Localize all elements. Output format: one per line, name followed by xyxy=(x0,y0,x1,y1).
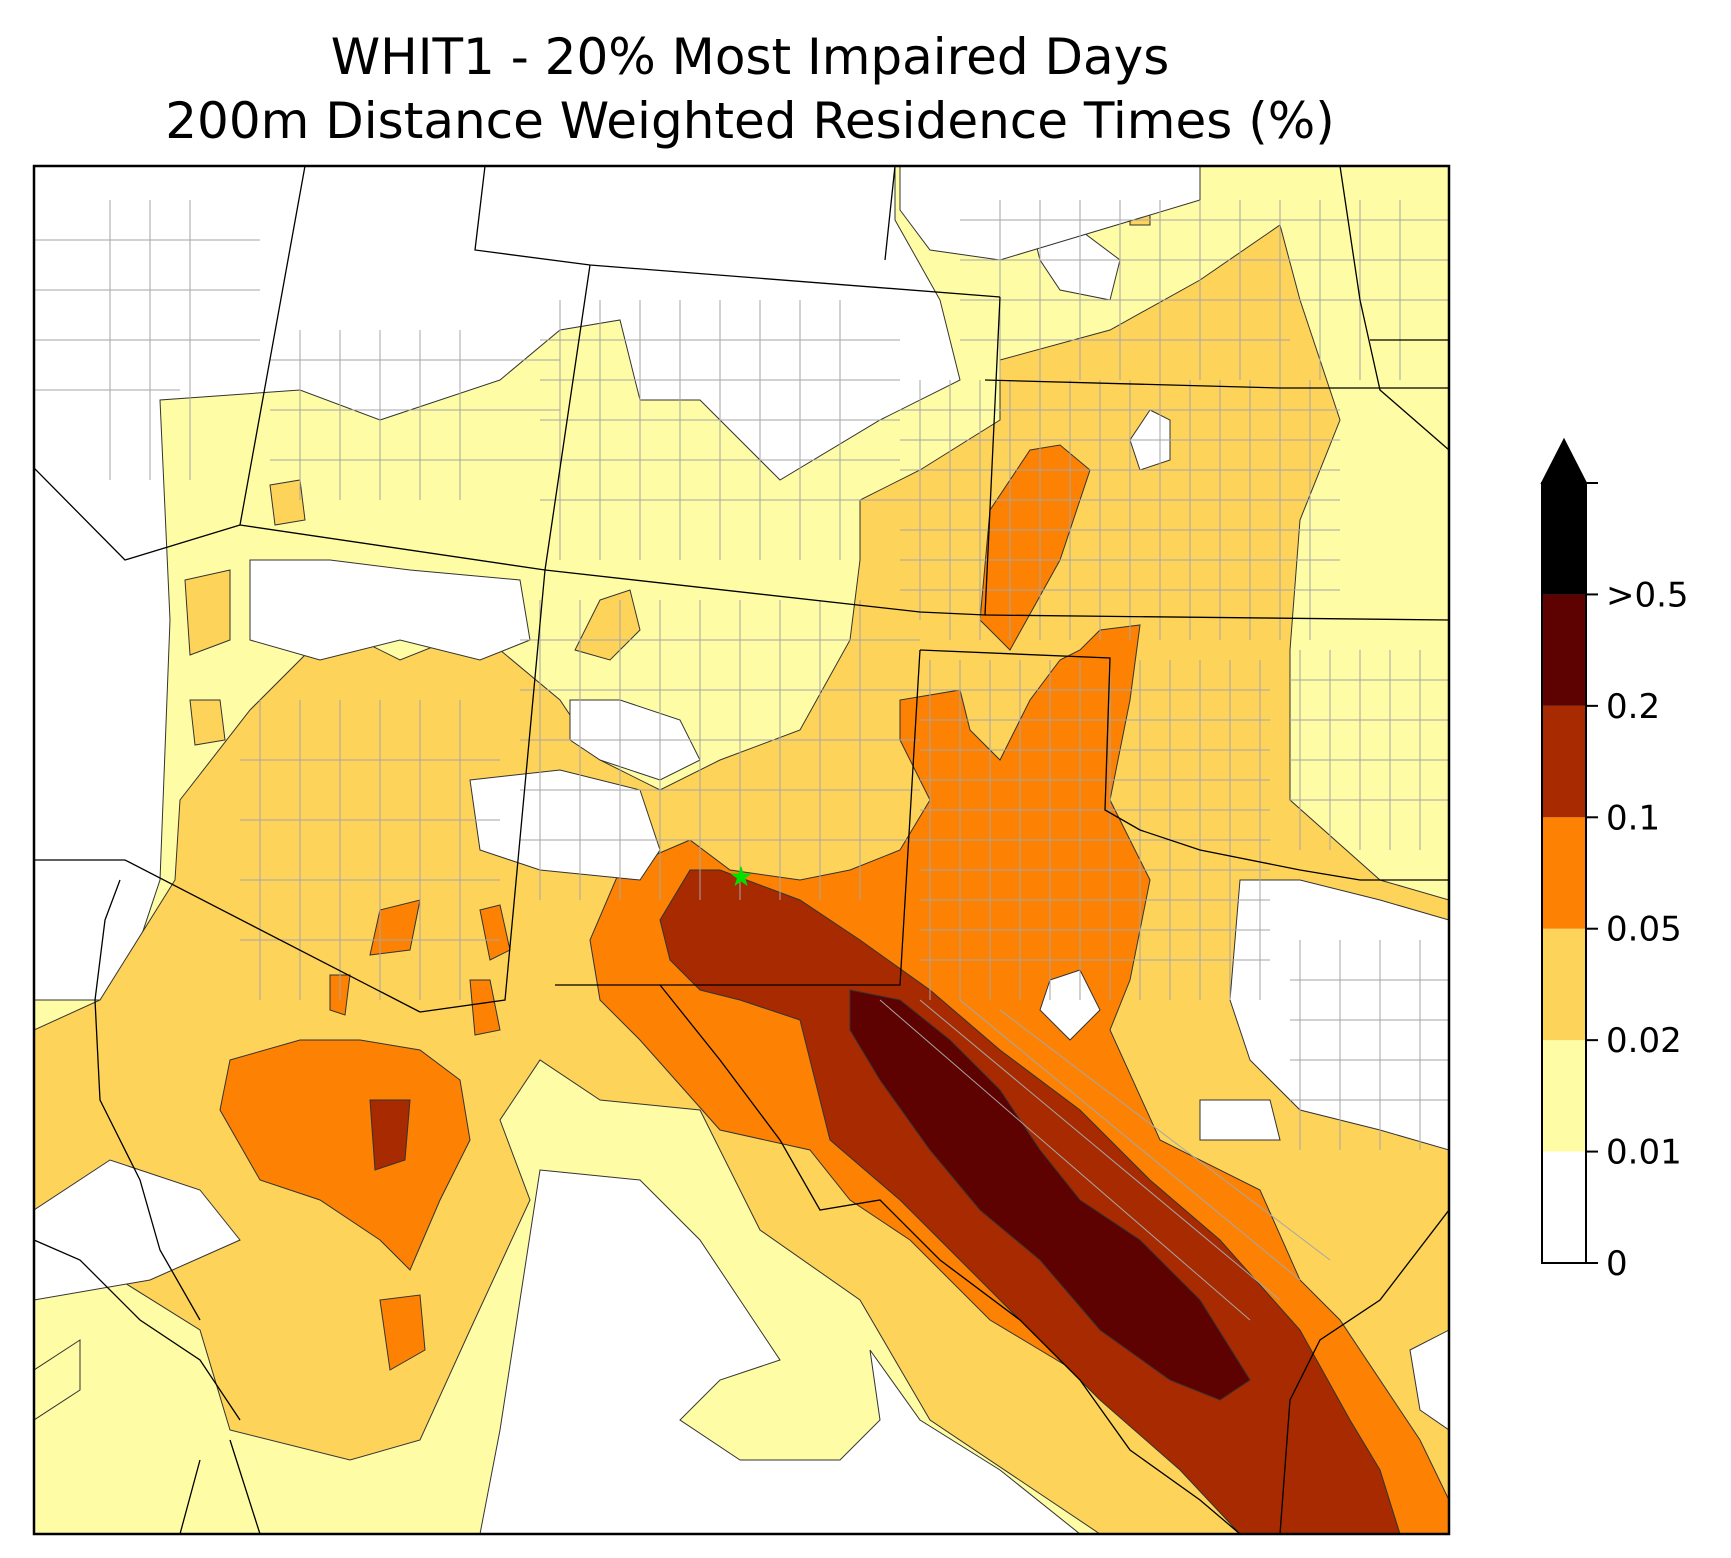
colorbar-band xyxy=(1542,483,1586,595)
colorbar-band xyxy=(1542,594,1586,706)
colorbar-tick-label: 0.1 xyxy=(1606,798,1660,838)
colorbar-extend-arrow-icon xyxy=(1540,437,1588,484)
colorbar: 0 0.01 0.02 0.05 0.1 0.2 >0.5 xyxy=(1540,437,1689,1284)
map-title-line-2: 200m Distance Weighted Residence Times (… xyxy=(165,92,1335,150)
colorbar-band xyxy=(1542,817,1586,929)
colorbar-band xyxy=(1542,1040,1586,1152)
contour-band-0 xyxy=(34,166,1449,1534)
map-title-line-1: WHIT1 - 20% Most Impaired Days xyxy=(330,28,1170,86)
county-boundaries xyxy=(34,200,1449,1321)
contour-band-0.2 xyxy=(849,989,1251,1401)
colorbar-frame xyxy=(1541,482,1587,1264)
colorbar-tick-label: 0.2 xyxy=(1606,687,1660,727)
colorbar-tick-label: 0.01 xyxy=(1606,1133,1682,1173)
colorbar-tick-label: 0.02 xyxy=(1606,1021,1682,1061)
map-frame xyxy=(32,164,1451,1536)
colorbar-tick-label: >0.5 xyxy=(1606,575,1689,615)
colorbar-tick-label: 0 xyxy=(1606,1244,1628,1284)
colorbar-bands xyxy=(1542,483,1586,1263)
colorbar-band xyxy=(1542,1151,1586,1263)
colorbar-band xyxy=(1542,928,1586,1041)
site-marker-star-icon: ★ xyxy=(728,860,753,893)
map-area: ★ xyxy=(34,166,1449,1534)
colorbar-tick-label: 0.05 xyxy=(1606,910,1682,950)
colorbar-ticks: 0 0.01 0.02 0.05 0.1 0.2 >0.5 xyxy=(1586,482,1689,1284)
state-boundaries xyxy=(34,166,1449,1534)
colorbar-band xyxy=(1542,705,1586,818)
